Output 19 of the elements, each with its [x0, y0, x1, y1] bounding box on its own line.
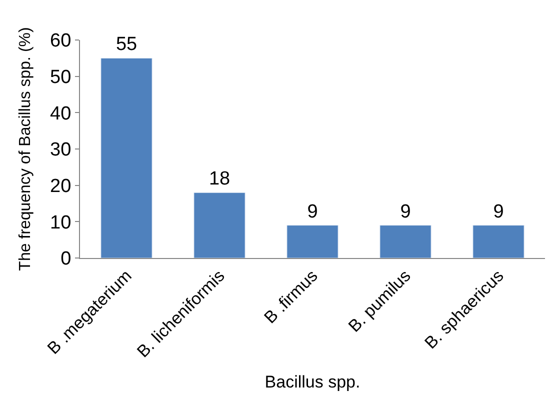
y-tick-label: 60 — [50, 30, 72, 52]
x-axis-title: Bacillus spp. — [264, 372, 360, 392]
bar — [100, 58, 152, 258]
data-label: 9 — [307, 201, 318, 222]
y-axis-title: The frequency of Bacillus spp. (%) — [16, 27, 34, 271]
data-label: 9 — [400, 201, 411, 222]
y-tick-label: 20 — [50, 176, 72, 197]
y-tick-label: 40 — [50, 103, 72, 124]
y-tick-label: 10 — [50, 212, 72, 234]
bar — [194, 192, 246, 258]
y-tick-label: 30 — [50, 140, 72, 161]
bar — [472, 225, 524, 258]
bar — [380, 225, 432, 258]
y-tick-label: 50 — [50, 66, 72, 88]
bar — [286, 225, 338, 258]
data-label: 9 — [493, 201, 504, 222]
data-label: 55 — [116, 34, 138, 56]
y-tick-label: 0 — [60, 248, 72, 270]
data-label: 18 — [208, 168, 230, 190]
